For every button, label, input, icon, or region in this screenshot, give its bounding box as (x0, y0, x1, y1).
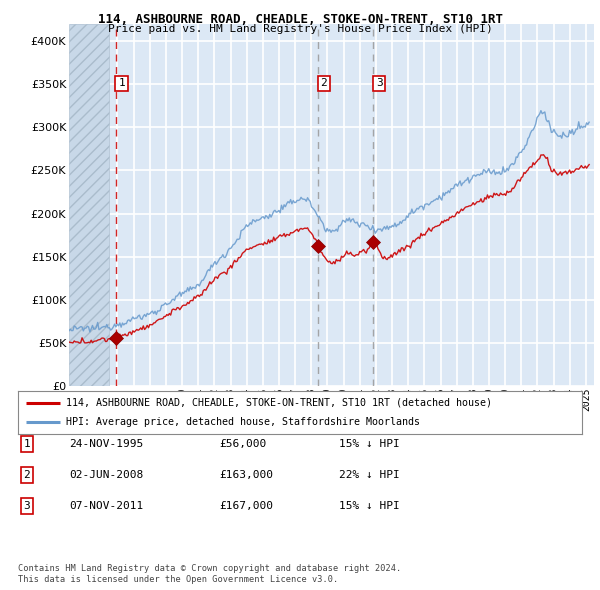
Text: Price paid vs. HM Land Registry's House Price Index (HPI): Price paid vs. HM Land Registry's House … (107, 24, 493, 34)
Bar (69, 24, 109, 386)
Text: 2: 2 (320, 78, 327, 88)
Text: 07-NOV-2011: 07-NOV-2011 (69, 502, 143, 511)
Text: 22% ↓ HPI: 22% ↓ HPI (339, 470, 400, 480)
Text: 1: 1 (118, 78, 125, 88)
Text: 114, ASHBOURNE ROAD, CHEADLE, STOKE-ON-TRENT, ST10 1RT: 114, ASHBOURNE ROAD, CHEADLE, STOKE-ON-T… (97, 13, 503, 26)
Text: £56,000: £56,000 (219, 439, 266, 448)
Text: 02-JUN-2008: 02-JUN-2008 (69, 470, 143, 480)
Text: 15% ↓ HPI: 15% ↓ HPI (339, 439, 400, 448)
Text: 1: 1 (23, 439, 31, 448)
Text: £163,000: £163,000 (219, 470, 273, 480)
Text: This data is licensed under the Open Government Licence v3.0.: This data is licensed under the Open Gov… (18, 575, 338, 584)
Text: HPI: Average price, detached house, Staffordshire Moorlands: HPI: Average price, detached house, Staf… (66, 417, 420, 427)
Text: 3: 3 (23, 502, 31, 511)
Text: 3: 3 (376, 78, 383, 88)
Text: 15% ↓ HPI: 15% ↓ HPI (339, 502, 400, 511)
Text: Contains HM Land Registry data © Crown copyright and database right 2024.: Contains HM Land Registry data © Crown c… (18, 565, 401, 573)
Text: 2: 2 (23, 470, 31, 480)
Text: £167,000: £167,000 (219, 502, 273, 511)
Text: 114, ASHBOURNE ROAD, CHEADLE, STOKE-ON-TRENT, ST10 1RT (detached house): 114, ASHBOURNE ROAD, CHEADLE, STOKE-ON-T… (66, 398, 492, 408)
Text: 24-NOV-1995: 24-NOV-1995 (69, 439, 143, 448)
